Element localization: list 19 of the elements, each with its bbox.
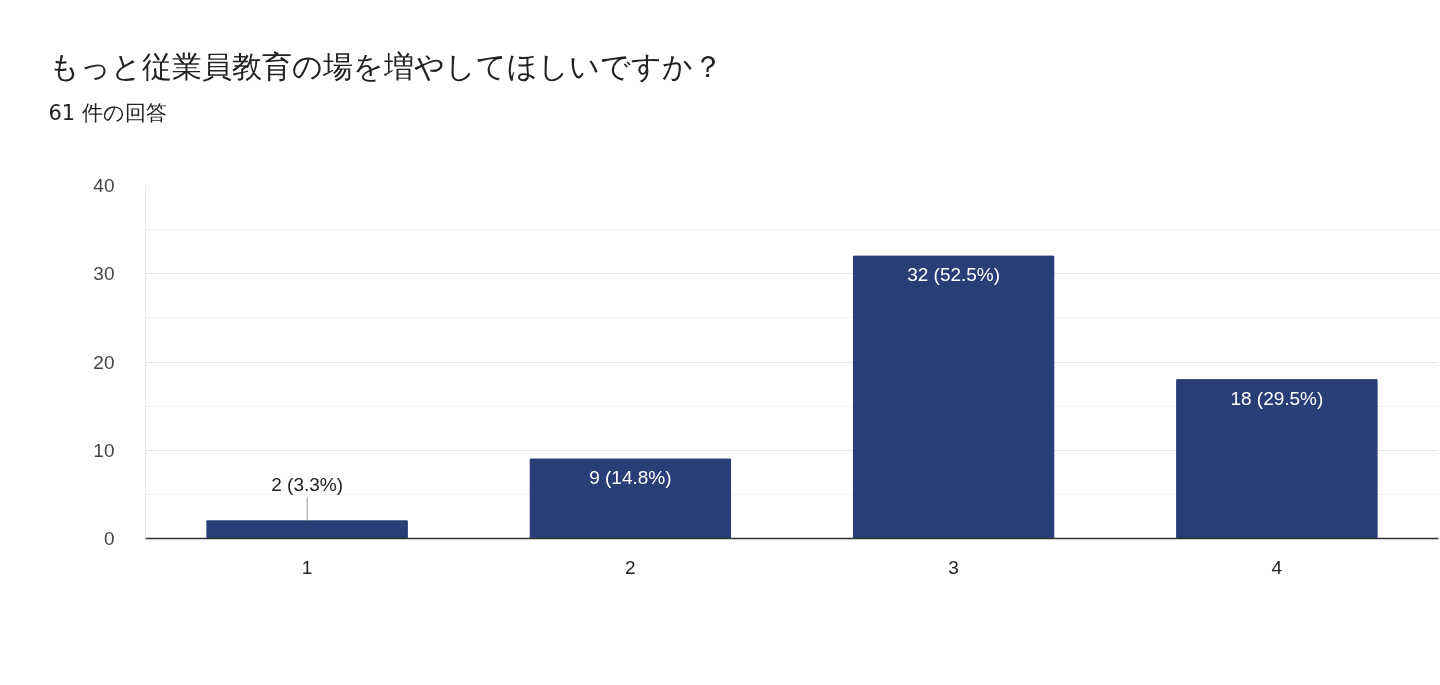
chart-title: もっと従業員教育の場を増やしてほしいですか？: [48, 48, 723, 84]
y-tick-label: 10: [93, 439, 115, 461]
data-label: 2 (3.3%): [271, 473, 344, 495]
data-label: 32 (52.5%): [907, 264, 1001, 286]
bar: [206, 520, 408, 539]
x-tick-label: 1: [301, 556, 313, 578]
x-tick-label: 3: [948, 556, 959, 578]
bar: [1176, 379, 1378, 539]
y-tick-label: 40: [93, 175, 115, 196]
data-label: 18 (29.5%): [1230, 387, 1324, 409]
x-tick-label: 4: [1271, 556, 1283, 578]
bar: [529, 458, 732, 539]
bar: [852, 255, 1055, 539]
y-tick-label: 30: [93, 263, 115, 285]
x-tick-label: 2: [625, 556, 636, 578]
chart-subtitle: 61 件の回答: [48, 100, 167, 125]
data-label: 9 (14.8%): [589, 467, 672, 489]
y-tick-label: 20: [93, 351, 115, 373]
y-tick-label: 0: [103, 528, 115, 549]
